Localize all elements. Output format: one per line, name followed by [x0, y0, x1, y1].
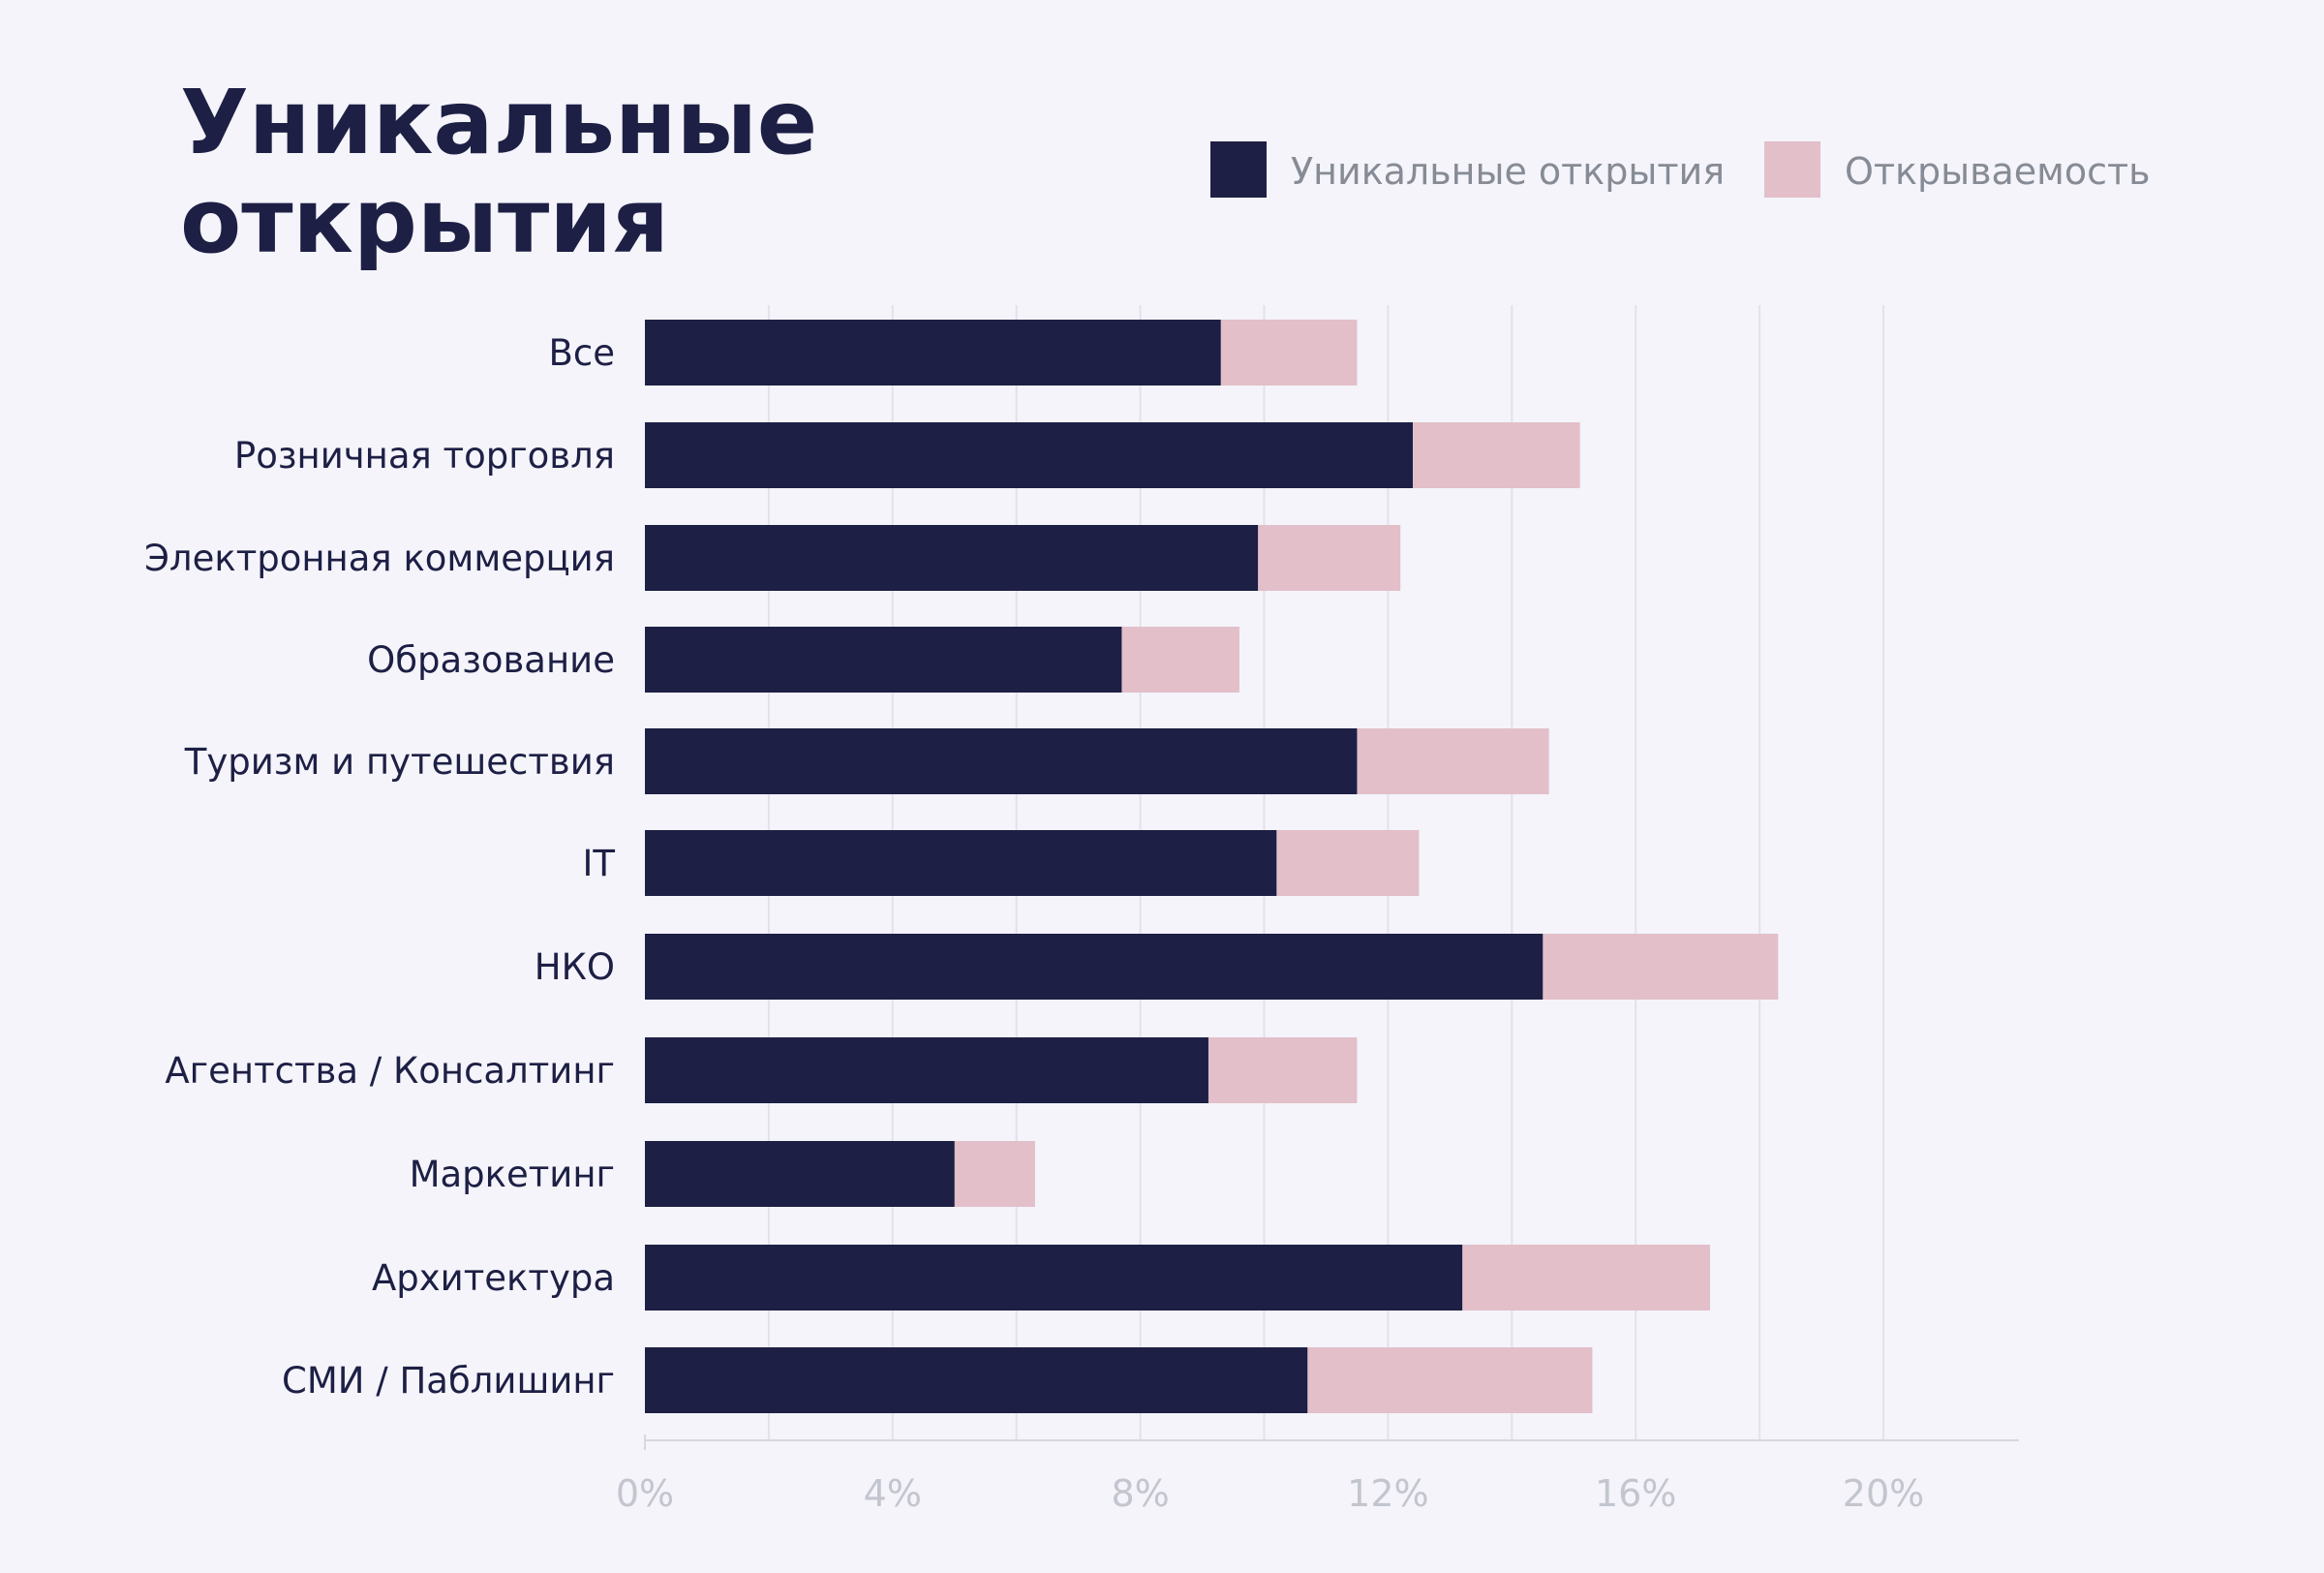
x-tick-label: 12% [1347, 1472, 1428, 1515]
bar-unique-opens [645, 830, 1277, 896]
category-label: Электронная коммерция [144, 538, 615, 579]
category-label: Туризм и путешествия [184, 741, 615, 783]
legend-swatch-open-rate [1764, 141, 1820, 198]
bar-unique-opens [645, 728, 1358, 794]
bar-open-rate [1276, 830, 1420, 896]
bar-open-rate [954, 1141, 1035, 1207]
x-tick-label: 16% [1595, 1472, 1676, 1515]
bar-unique-opens [645, 525, 1259, 591]
bar-unique-opens [645, 934, 1544, 1000]
chart-title-line-1: Уникальные [180, 71, 817, 174]
legend: Уникальные открытия Открываемость [1210, 141, 2151, 198]
bar-open-rate [1208, 1037, 1358, 1103]
category-label: НКО [535, 946, 615, 988]
bar-open-rate [1412, 422, 1580, 488]
category-label: Агентства / Консалтинг [165, 1050, 615, 1092]
bar-unique-opens [645, 1347, 1308, 1413]
bar-open-rate [1307, 1347, 1593, 1413]
bar-unique-opens [645, 320, 1221, 386]
bars [645, 320, 1779, 1413]
legend-label-open-rate: Открываемость [1845, 150, 2151, 193]
legend-swatch-unique-opens [1210, 141, 1267, 198]
chart-title-line-2: открытия [180, 170, 669, 273]
bar-open-rate [1220, 320, 1358, 386]
bar-open-rate [1462, 1245, 1710, 1311]
category-label: Образование [367, 639, 615, 681]
bar-unique-opens [645, 1141, 955, 1207]
legend-label-unique-opens: Уникальные открытия [1291, 150, 1725, 193]
x-tick-label: 8% [1111, 1472, 1169, 1515]
category-label: IT [582, 843, 615, 884]
bar-open-rate [1543, 934, 1779, 1000]
category-label: Все [549, 332, 616, 374]
bar-open-rate [1121, 627, 1239, 693]
x-axis: 0% 4% 8% 12% 16% 20% [616, 1434, 2019, 1515]
bar-open-rate [1258, 525, 1401, 591]
bar-open-rate [1357, 728, 1549, 794]
category-label: СМИ / Паблишинг [282, 1360, 615, 1402]
category-labels: Все Розничная торговля Электронная коммерц… [144, 332, 615, 1402]
bar-unique-opens [645, 627, 1122, 693]
bar-unique-opens [645, 1037, 1208, 1103]
category-label: Маркетинг [410, 1154, 615, 1195]
x-tick-label: 20% [1843, 1472, 1924, 1515]
category-label: Архитектура [372, 1257, 615, 1299]
x-tick-label: 0% [616, 1472, 674, 1515]
bar-unique-opens [645, 1245, 1463, 1311]
bar-unique-opens [645, 422, 1413, 488]
x-tick-label: 4% [864, 1472, 922, 1515]
category-label: Розничная торговля [234, 435, 615, 477]
